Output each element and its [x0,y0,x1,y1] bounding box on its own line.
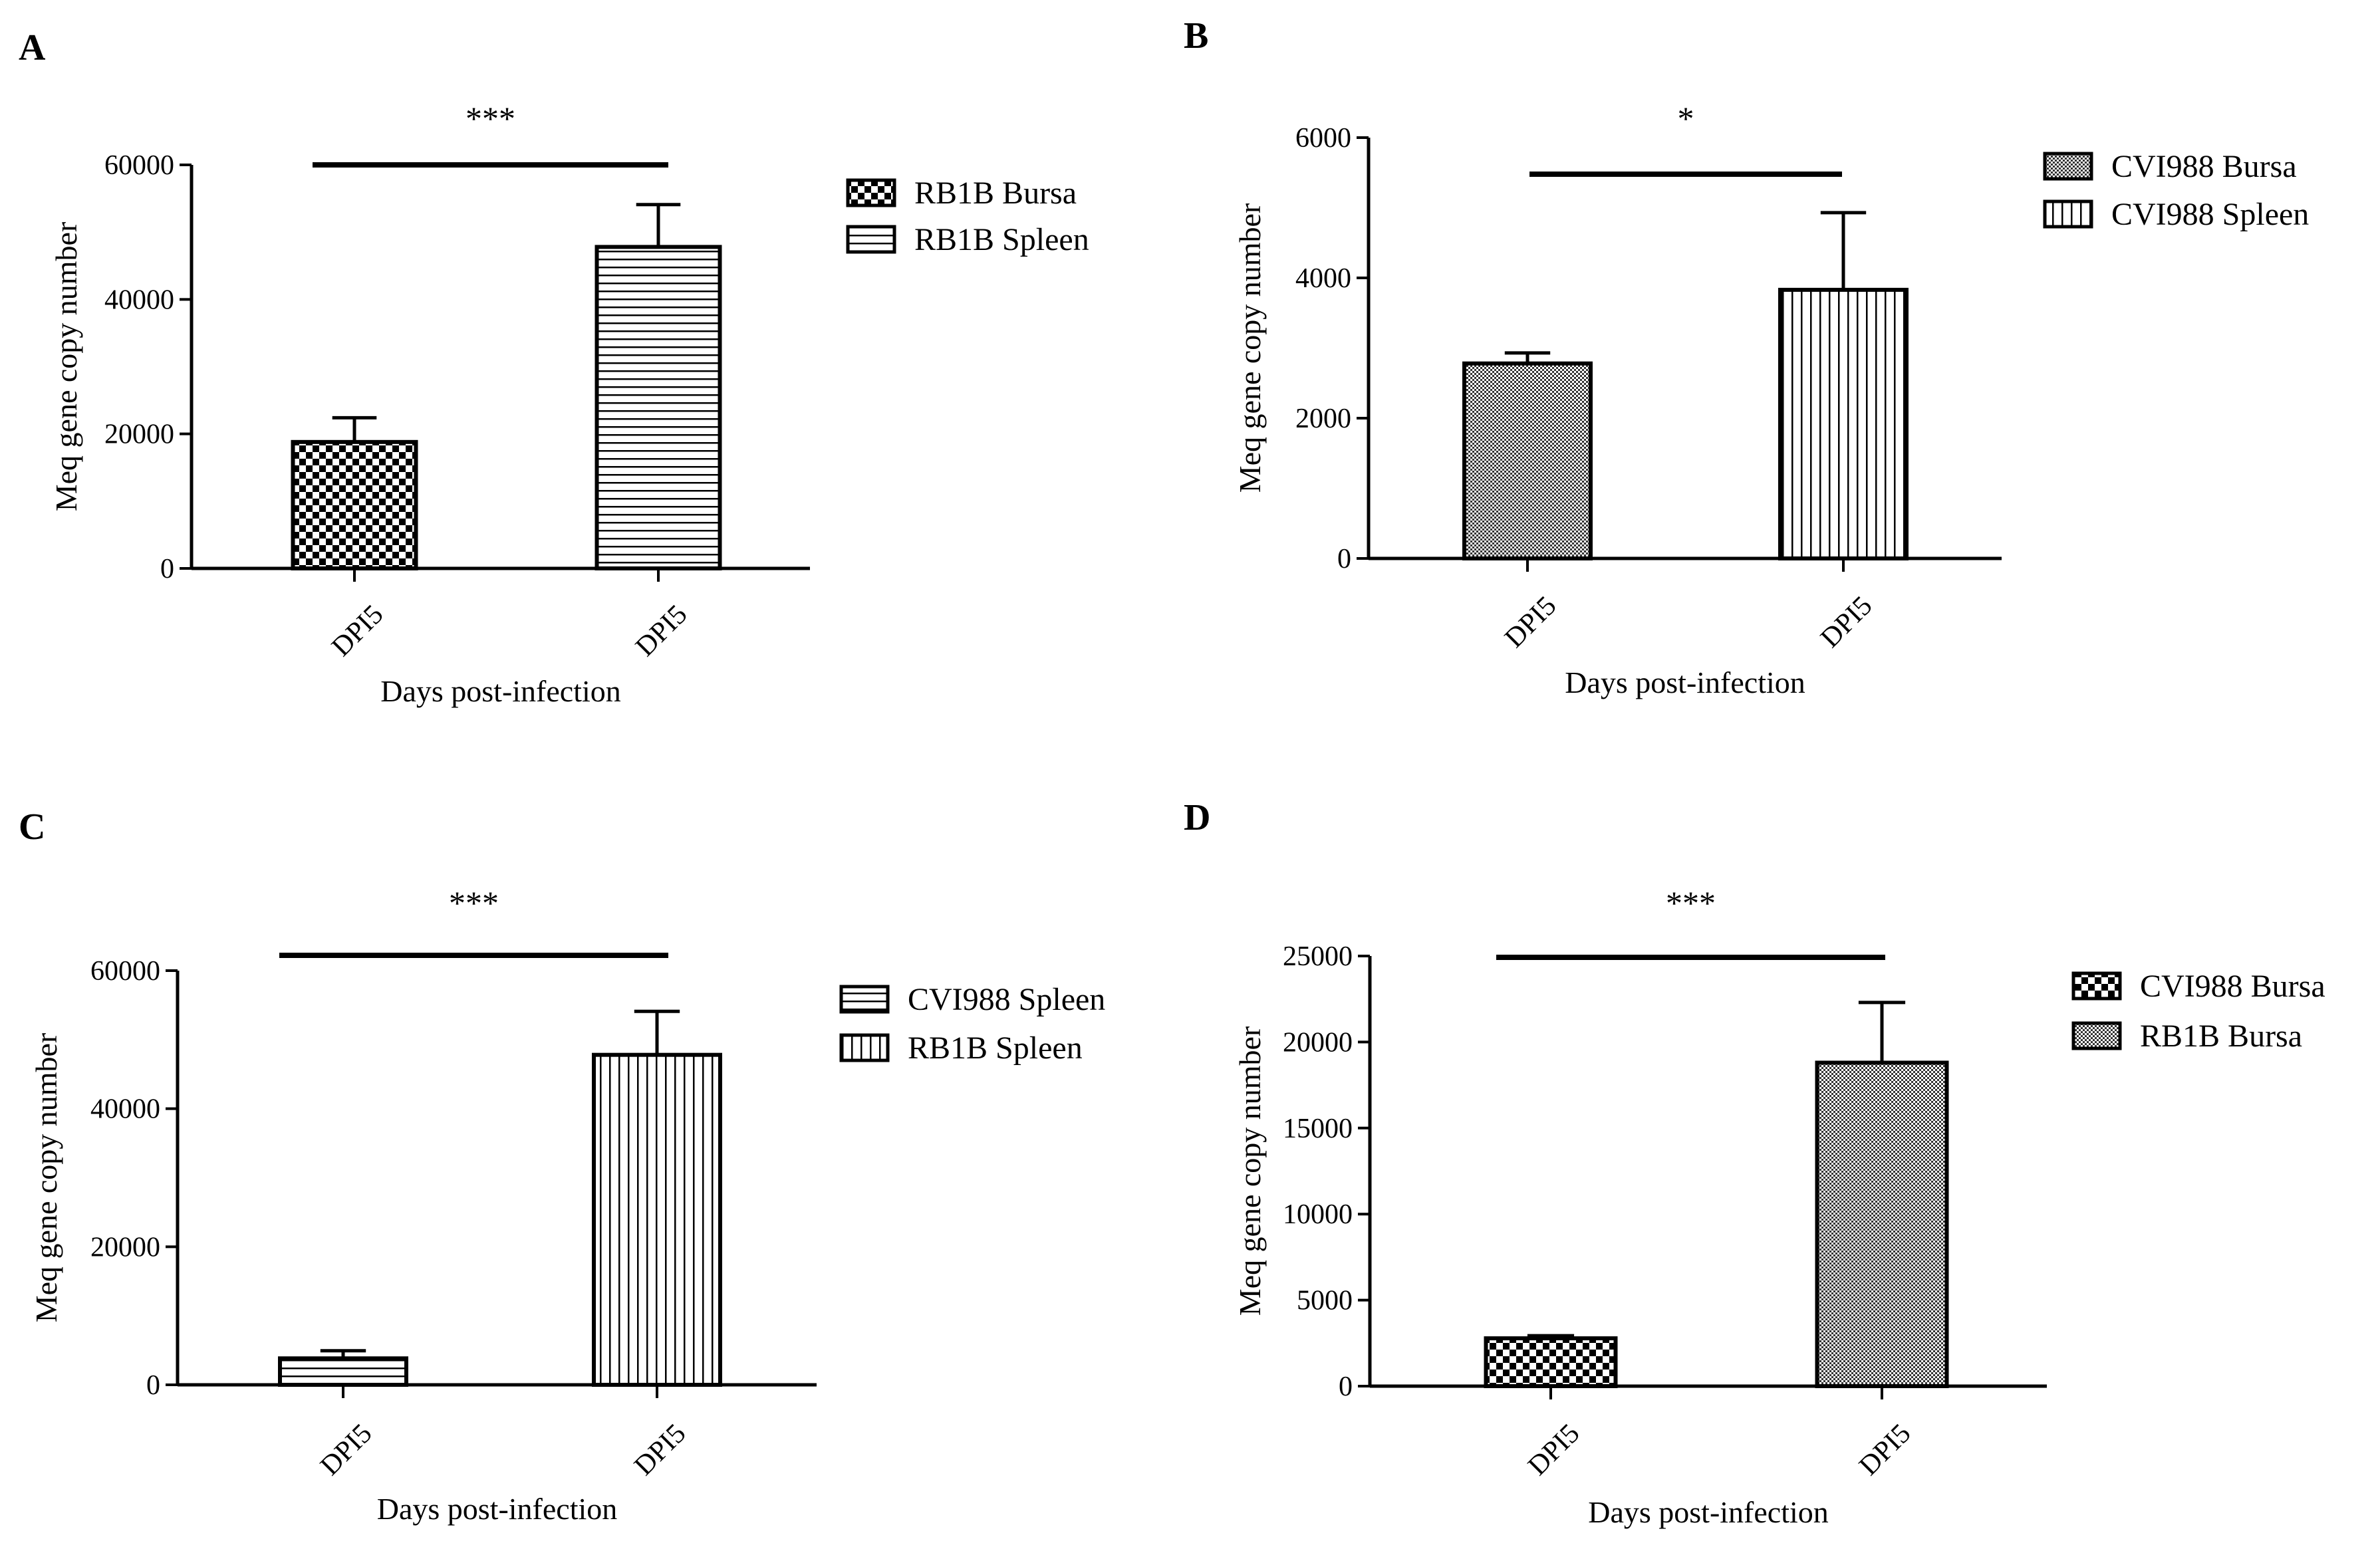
bar-0 [1462,361,1593,561]
legend-label: RB1B Spleen [914,222,1089,257]
y-tick-label: 25000 [1283,941,1353,972]
x-tick-label: DPI5 [628,1418,692,1481]
legend-label: CVI988 Spleen [908,982,1105,1017]
significance-label: *** [1666,884,1716,921]
bar-0 [278,1356,408,1387]
legend-label: CVI988 Bursa [2140,969,2325,1004]
significance-label: * [1678,100,1694,137]
x-axis-title: Days post-infection [380,674,621,708]
y-tick-label: 10000 [1283,1199,1353,1230]
y-tick-label: 60000 [90,956,160,987]
legend-swatch [2071,1021,2122,1050]
legend-label: RB1B Bursa [914,176,1077,211]
y-tick-label: 0 [1337,544,1351,574]
x-tick-label: DPI5 [1522,1418,1585,1481]
legend-swatch [846,225,896,254]
y-tick-label: 20000 [1283,1027,1353,1058]
bar-0 [1484,1336,1618,1388]
panel-letter: B [1184,15,1208,57]
x-tick-label: DPI5 [1815,590,1878,654]
legend-swatch [2071,971,2122,1001]
legend-label: CVI988 Bursa [2111,149,2297,184]
y-tick-label: 2000 [1295,404,1351,434]
legend-swatch [846,178,896,207]
bar-1 [1778,287,1909,560]
x-axis-title: Days post-infection [1588,1495,1829,1529]
legend-label: RB1B Bursa [2140,1018,2302,1054]
y-axis-title: Meq gene copy number [29,1033,63,1323]
y-tick-label: 60000 [104,150,174,181]
x-tick-label: DPI5 [630,599,693,662]
significance-label: *** [449,884,499,921]
legend-swatch [2043,199,2093,229]
bar-1 [595,245,722,570]
x-axis-title: Days post-infection [1565,665,1805,699]
panel-c: C 0 20000 40000 60000 DPI5 DPI5 *** Days post-in… [19,806,1105,1526]
y-tick-label: 5000 [1297,1286,1353,1316]
legend-label: RB1B Spleen [908,1030,1083,1066]
legend-swatch [839,1033,890,1062]
significance-label: *** [465,100,515,137]
y-tick-label: 0 [160,554,174,584]
y-tick-label: 20000 [104,419,174,450]
y-tick-label: 40000 [90,1094,160,1125]
y-tick-label: 0 [146,1370,160,1401]
y-tick-label: 40000 [104,285,174,315]
panel-letter: C [19,806,45,848]
y-tick-label: 4000 [1295,263,1351,294]
x-tick-label: DPI5 [1499,590,1562,654]
y-axis-title: Meq gene copy number [1233,1026,1267,1316]
panel-a: A 0 20000 40000 60000 DPI5 DPI5 *** Days post-in… [19,27,1089,708]
y-tick-label: 15000 [1283,1114,1353,1144]
y-tick-label: 6000 [1295,123,1351,154]
panel-d: D 0 5000 10000 15000 20000 25000 DPI5 DPI5 *** Day… [1184,797,2325,1529]
x-axis-title: Days post-infection [377,1492,618,1526]
y-tick-label: 20000 [90,1232,160,1262]
panel-letter: A [19,27,46,68]
x-tick-label: DPI5 [326,599,389,662]
x-tick-label: DPI5 [1853,1418,1917,1481]
y-axis-title: Meq gene copy number [1233,203,1267,493]
legend-swatch [2043,152,2093,181]
legend-label: CVI988 Spleen [2111,197,2309,232]
panel-letter: D [1184,797,1210,838]
bar-1 [1815,1060,1949,1389]
legend-swatch [839,985,890,1014]
y-tick-label: 0 [1339,1372,1353,1402]
bar-0 [291,439,418,570]
bar-1 [592,1052,722,1387]
y-axis-title: Meq gene copy number [49,222,83,512]
panel-b: B 0 2000 4000 6000 DPI5 DPI5 * Days post-infecti… [1184,15,2309,699]
x-tick-label: DPI5 [315,1418,378,1481]
